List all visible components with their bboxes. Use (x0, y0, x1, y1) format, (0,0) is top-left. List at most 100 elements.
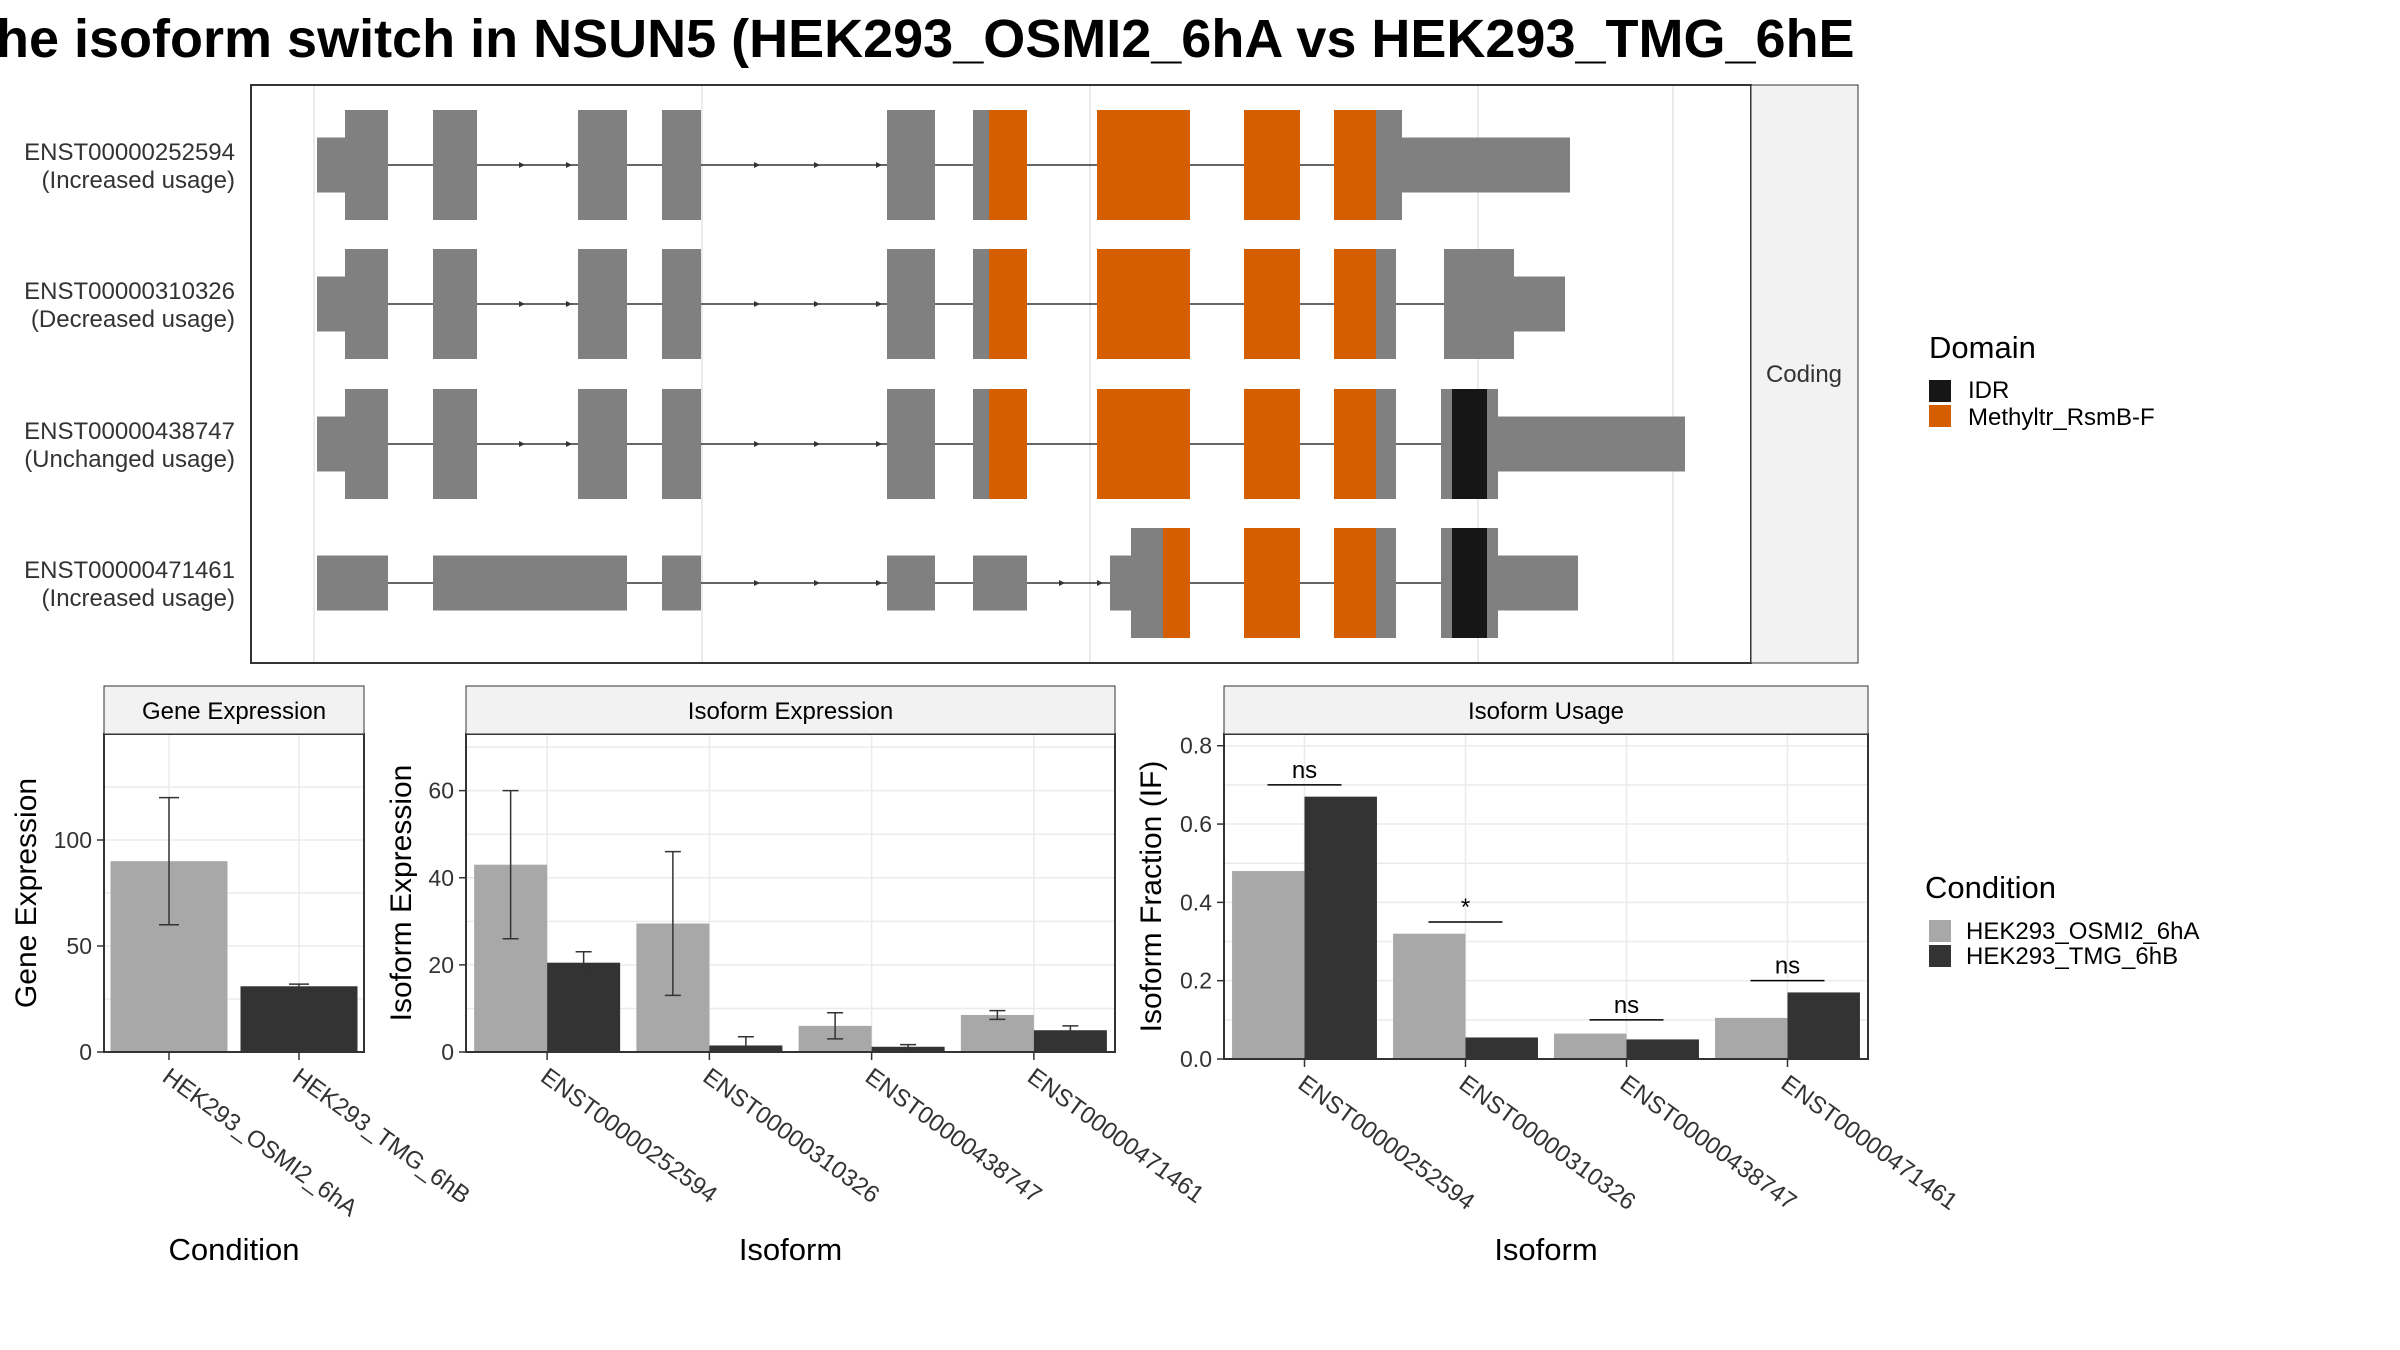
structure-grid (313, 86, 1674, 662)
strand-arrow (1097, 580, 1103, 586)
significance-label: * (1461, 894, 1470, 921)
x-tick-label: ENST00000471461 (1022, 1063, 1208, 1209)
bar (1232, 871, 1305, 1059)
exon (433, 389, 477, 499)
y-tick-label: 40 (428, 865, 454, 891)
exon (433, 110, 477, 220)
strand-arrow (519, 441, 525, 447)
exon (1514, 276, 1565, 332)
condition-legend-title: Condition (1925, 870, 2056, 905)
exon (345, 110, 388, 220)
exon (662, 110, 701, 220)
y-tick-label: 0.0 (1180, 1046, 1212, 1072)
exon (1487, 528, 1498, 638)
y-tick-label: 0.2 (1180, 968, 1212, 994)
strand-arrow (754, 441, 760, 447)
strand-arrow (814, 162, 820, 168)
legend-key-methyltr (1929, 405, 1951, 427)
legend-label-methyltr: Methyltr_RsmB-F (1968, 404, 2155, 431)
exon (1498, 555, 1578, 611)
y-tick-label: 0.4 (1180, 889, 1212, 915)
bar-panel: Isoform Expression 0 20 40 60 ENST00000252594… (385, 685, 1209, 1267)
methyltr-domain (1163, 528, 1190, 638)
exon (973, 389, 989, 499)
transcript-id: ENST00000252594 (24, 139, 235, 166)
methyltr-domain (1244, 389, 1300, 499)
exon (1376, 249, 1396, 359)
exon (887, 389, 935, 499)
exon (662, 555, 701, 611)
exon (578, 110, 627, 220)
x-axis-title: Isoform (1494, 1232, 1597, 1267)
structure-rows (317, 110, 1685, 638)
methyltr-domain (1334, 528, 1376, 638)
x-axis-title: Isoform (739, 1232, 842, 1267)
x-tick-label: ENST00000310326 (698, 1063, 884, 1209)
condition-legend: Condition HEK293_OSMI2_6hA HEK293_TMG_6h… (1925, 870, 2199, 970)
methyltr-domain (1334, 110, 1376, 220)
transcript-usage: (Increased usage) (42, 167, 235, 194)
y-tick-label: 0.6 (1180, 811, 1212, 837)
exon (317, 416, 345, 472)
x-axis-title: Condition (169, 1232, 300, 1267)
strand-arrow (814, 301, 820, 307)
panel-strip-label: Gene Expression (142, 698, 326, 725)
bar (960, 1014, 1034, 1052)
methyltr-domain (1097, 110, 1190, 220)
exon (317, 276, 345, 332)
exon (973, 249, 989, 359)
exon (1402, 137, 1570, 193)
exon (317, 137, 345, 193)
idr-region (1452, 389, 1487, 499)
methyltr-domain (1244, 528, 1300, 638)
exon (1441, 528, 1452, 638)
transcript-id: ENST00000471461 (24, 557, 235, 584)
strand-arrow (754, 301, 760, 307)
exon (345, 389, 388, 499)
exon (1376, 110, 1402, 220)
bar (1787, 992, 1860, 1059)
transcript-labels: ENST00000252594(Increased usage) ENST0000… (24, 139, 235, 612)
x-tick-label: ENST00000471461 (1776, 1070, 1962, 1216)
exon (1376, 528, 1396, 638)
x-tick-label: ENST00000252594 (536, 1063, 722, 1209)
y-tick-label: 0.8 (1180, 733, 1212, 759)
bar-panel: ns * ns ns Isoform Usage 0.0 0.2 0.4 0.6 0.8 ENST0… (1135, 685, 1962, 1267)
methyltr-domain (989, 249, 1027, 359)
exon (317, 555, 388, 611)
panel-strip (465, 685, 1116, 735)
legend-label-cond-b: HEK293_TMG_6hB (1966, 943, 2178, 970)
exon (887, 555, 935, 611)
exon (973, 555, 1027, 611)
y-axis-title: Isoform Fraction (IF) (1135, 761, 1168, 1033)
strand-arrow (814, 441, 820, 447)
bar (1554, 1033, 1627, 1059)
exon (1110, 555, 1131, 611)
strand-arrow (519, 301, 525, 307)
transcript-id: ENST00000310326 (24, 278, 235, 305)
bar (240, 986, 358, 1052)
significance-label: ns (1292, 757, 1317, 784)
domain-legend-title: Domain (1929, 330, 2036, 365)
x-tick-label: ENST00000438747 (860, 1063, 1046, 1209)
exon (662, 249, 701, 359)
transcript-row (317, 528, 1578, 638)
exon (1131, 528, 1163, 638)
exon (1441, 389, 1452, 499)
methyltr-domain (1097, 249, 1190, 359)
domain-legend: Domain IDR Methyltr_RsmB-F (1929, 330, 2155, 431)
panel-strip (103, 685, 365, 735)
facet-label: Coding (1766, 361, 1842, 388)
transcript-usage: (Decreased usage) (31, 306, 235, 333)
exon (1487, 389, 1498, 499)
bar (1626, 1039, 1699, 1059)
y-tick-label: 0 (79, 1039, 92, 1065)
methyltr-domain (1244, 249, 1300, 359)
idr-region (1452, 528, 1487, 638)
bar (1033, 1030, 1107, 1052)
bar (1465, 1037, 1538, 1059)
methyltr-domain (1097, 389, 1190, 499)
facet-strip (1750, 84, 1859, 664)
strand-arrow (566, 301, 572, 307)
